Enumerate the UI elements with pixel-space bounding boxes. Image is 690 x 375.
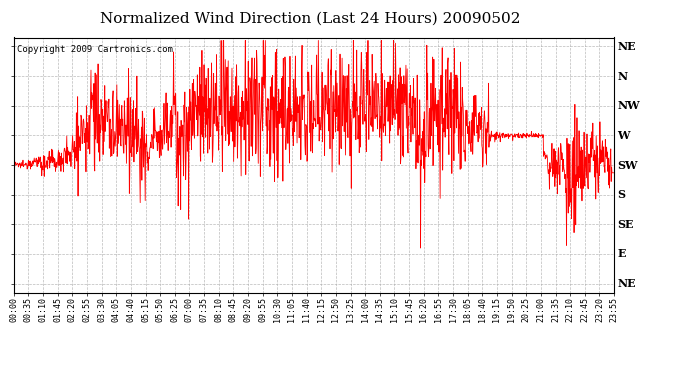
Text: Copyright 2009 Cartronics.com: Copyright 2009 Cartronics.com — [17, 45, 172, 54]
Text: E: E — [618, 249, 626, 259]
Text: NW: NW — [618, 100, 640, 111]
Text: SE: SE — [618, 219, 634, 230]
Text: N: N — [618, 70, 628, 81]
Text: W: W — [618, 130, 630, 141]
Text: NE: NE — [618, 278, 636, 289]
Text: S: S — [618, 189, 626, 200]
Text: NE: NE — [618, 41, 636, 52]
Text: SW: SW — [618, 159, 638, 171]
Text: Normalized Wind Direction (Last 24 Hours) 20090502: Normalized Wind Direction (Last 24 Hours… — [100, 11, 521, 25]
